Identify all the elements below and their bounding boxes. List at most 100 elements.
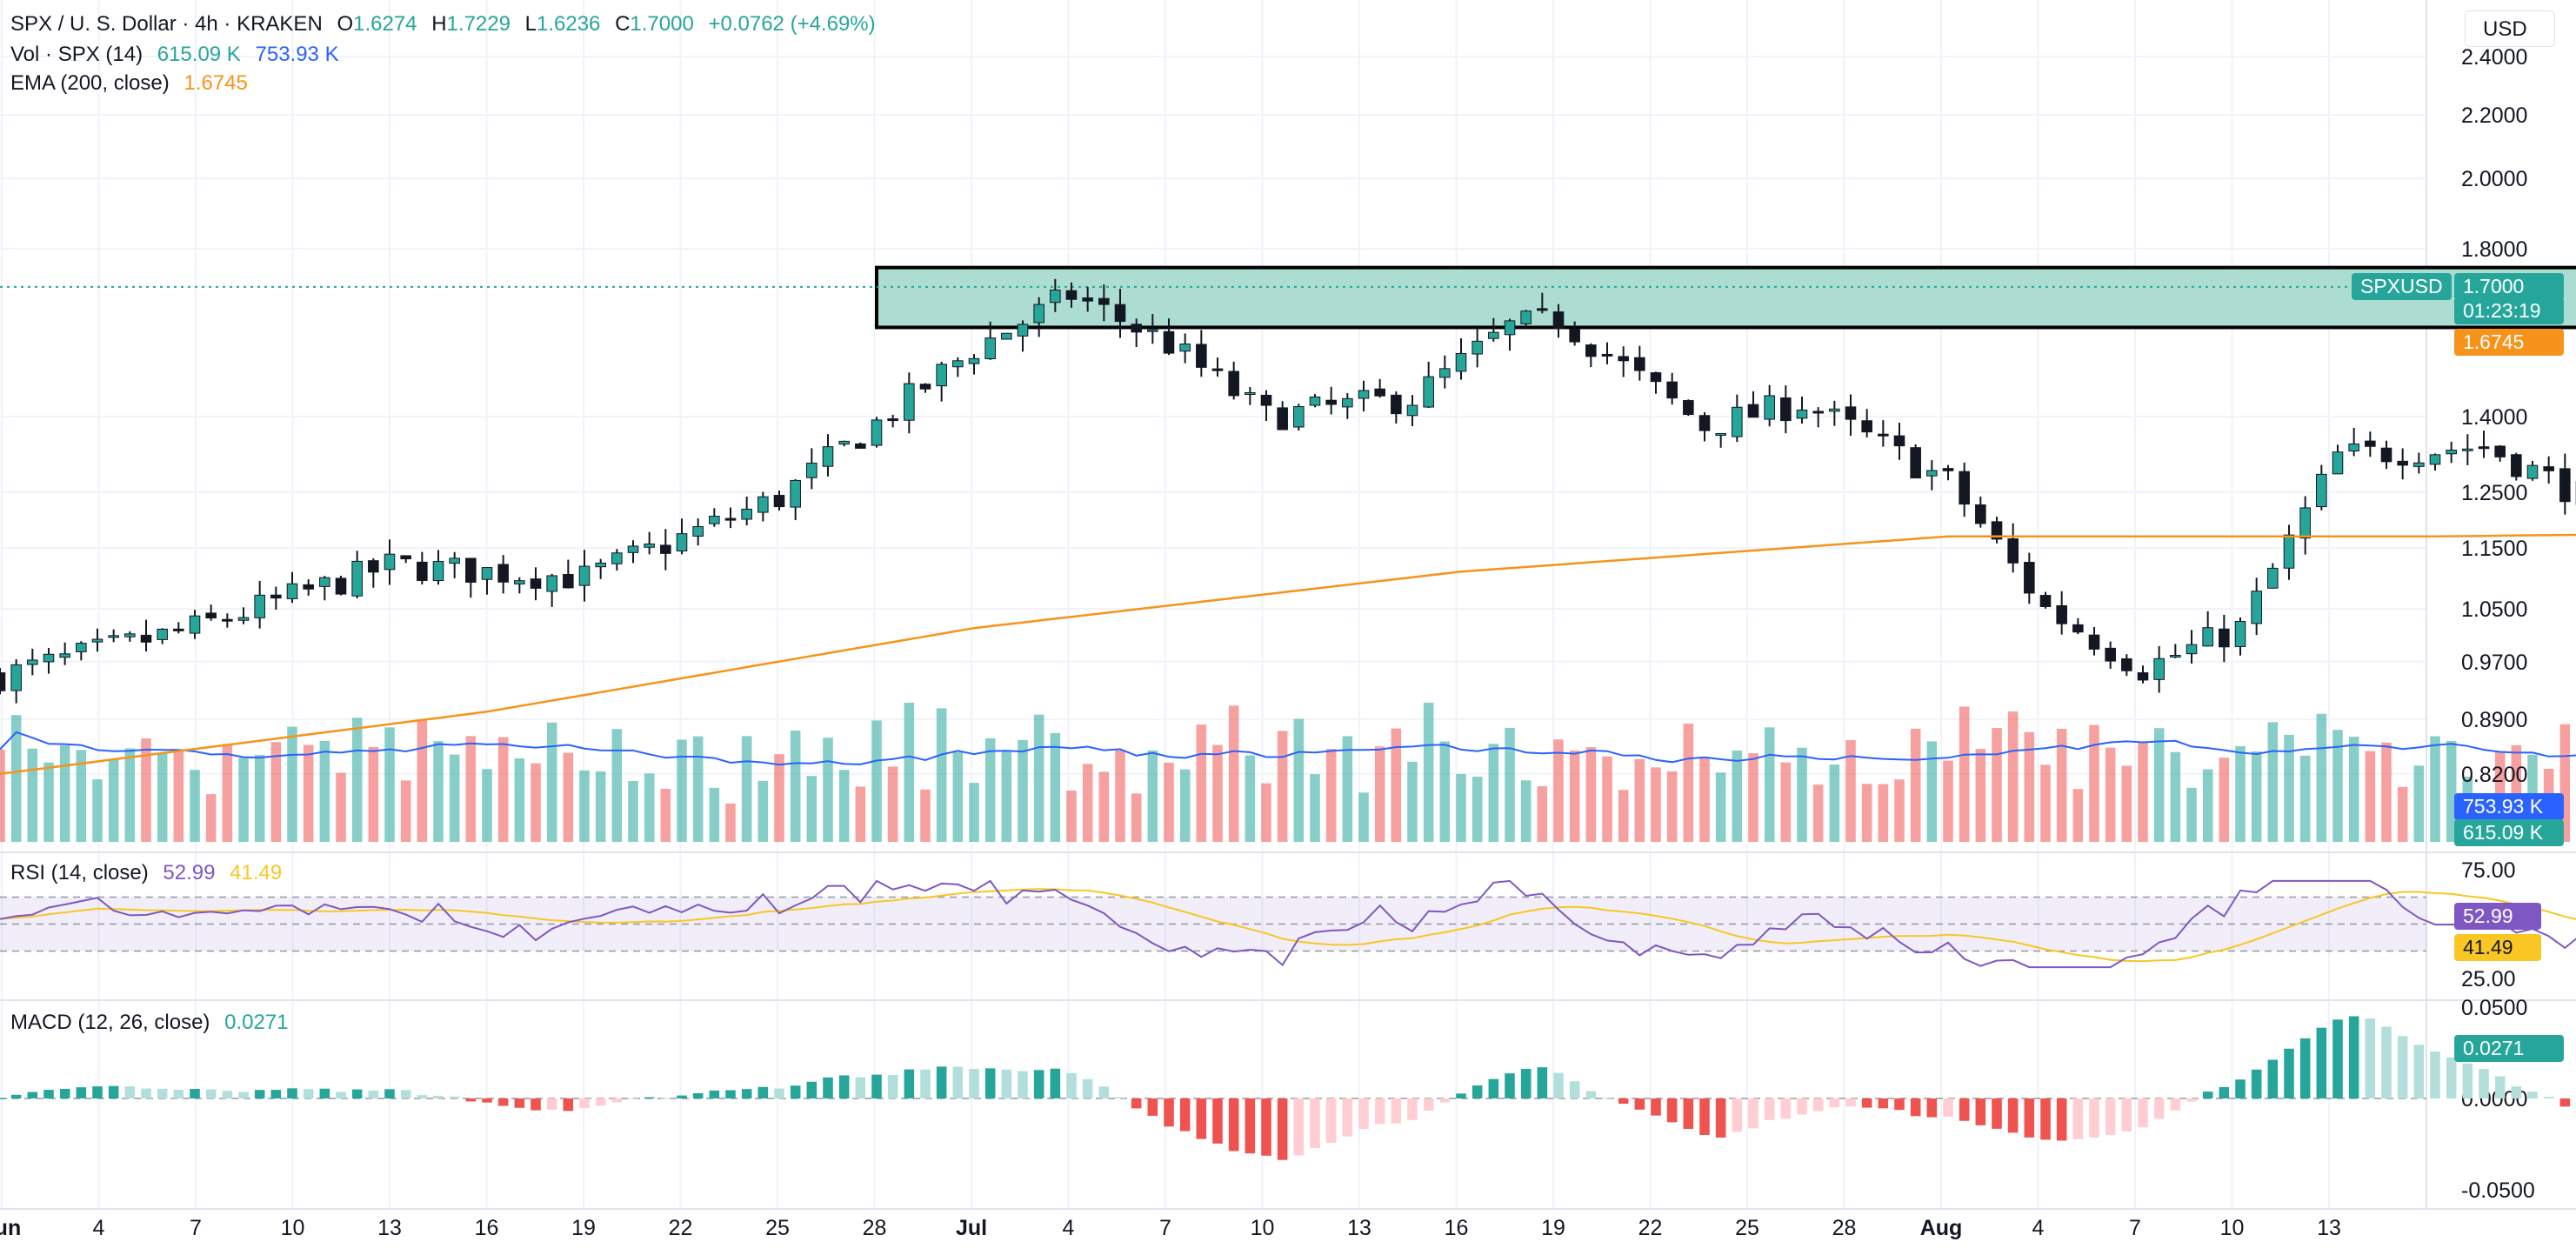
- time-tick-label: 7: [1159, 1216, 1171, 1240]
- volume-bar: [628, 781, 638, 842]
- volume-bar: [1651, 767, 1661, 842]
- candle-body: [904, 383, 915, 421]
- rsi-legend-label[interactable]: RSI (14, close): [10, 861, 149, 885]
- ema-legend-label[interactable]: EMA (200, close): [10, 71, 170, 95]
- candle-body: [1423, 376, 1434, 408]
- volume-bar: [1439, 741, 1451, 842]
- volume-bar: [2056, 729, 2067, 842]
- ema-200-line: [0, 533, 2576, 776]
- candle-body: [140, 634, 152, 643]
- candle-body: [0, 672, 6, 691]
- price-axis[interactable]: 2.4000 2.2000 2.0000 1.8000 1.4000 1.2500 1.15…: [2461, 45, 2527, 787]
- candle-body: [2348, 443, 2359, 452]
- candle-body: [1975, 504, 1986, 524]
- symbol-title[interactable]: SPX / U. S. Dollar · 4h · KRAKEN: [10, 12, 323, 36]
- volume-bar: [1683, 724, 1694, 842]
- macd-histogram-bar: [2089, 1098, 2099, 1138]
- candle-body: [627, 545, 639, 553]
- macd-legend-label[interactable]: MACD (12, 26, close): [10, 1011, 210, 1034]
- volume-bar: [838, 770, 850, 842]
- macd-histogram-bar: [1407, 1098, 1418, 1120]
- macd-histogram-bar: [336, 1091, 346, 1098]
- candle-body: [1228, 370, 1239, 397]
- macd-histogram-bar: [904, 1069, 915, 1098]
- macd-histogram-bar: [611, 1098, 623, 1103]
- rsi-tick-label: 75.00: [2461, 858, 2516, 883]
- volume-bar: [173, 749, 184, 842]
- volume-bar: [1391, 728, 1402, 842]
- time-tick-label: 22: [669, 1216, 693, 1240]
- volume-bar: [1780, 762, 1792, 842]
- volume-bar: [10, 715, 22, 842]
- volume-bar: [1829, 764, 1840, 842]
- macd-histogram-bar: [1926, 1098, 1938, 1118]
- candle-body: [2397, 460, 2408, 466]
- volume-bar: [2559, 724, 2571, 842]
- macd-histogram-bar: [270, 1090, 282, 1098]
- candle-body: [205, 612, 217, 619]
- volume-bar: [579, 770, 590, 842]
- candle-body: [1650, 372, 1662, 383]
- candle-body: [595, 562, 606, 568]
- candle-body: [1747, 404, 1759, 418]
- candle-body: [351, 560, 363, 597]
- volume-bar: [1812, 784, 1824, 842]
- macd-histogram-bar: [254, 1090, 265, 1098]
- currency-button[interactable]: USD: [2465, 10, 2555, 47]
- candle-body: [2251, 591, 2262, 624]
- candle-body: [1196, 344, 1207, 368]
- time-tick-label: 4: [93, 1216, 105, 1240]
- candle-body: [887, 418, 898, 422]
- volume-bar: [1569, 750, 1580, 842]
- time-tick-label: 7: [2129, 1216, 2141, 1240]
- time-tick-label: 4: [2032, 1216, 2045, 1240]
- ohlc-high: H1.7229: [431, 12, 511, 36]
- volume-bar: [952, 751, 964, 842]
- volume-bar: [2202, 769, 2213, 842]
- volume-legend-ma: 753.93 K: [255, 43, 339, 66]
- macd-histogram-bar: [546, 1098, 557, 1110]
- macd-histogram-bar: [1245, 1098, 1256, 1154]
- volume-bar: [1505, 727, 1515, 842]
- macd-histogram-bar: [0, 1098, 5, 1099]
- volume-bar: [1293, 718, 1305, 842]
- macd-histogram-bar: [238, 1091, 249, 1098]
- candle-body: [1601, 353, 1613, 357]
- candle-body: [1878, 433, 1889, 437]
- macd-histogram-bar: [1212, 1098, 1223, 1144]
- volume-bar: [1732, 751, 1743, 842]
- candle-body: [1293, 406, 1305, 428]
- time-axis[interactable]: Jun 4 7 10 13 16 19 22 25 28 Jul 4 7 10 13 16 19 22 25 28 Au…: [0, 1216, 2341, 1240]
- macd-histogram-bar: [1131, 1098, 1142, 1109]
- macd-histogram-bar: [2365, 1018, 2376, 1098]
- macd-legend: MACD (12, 26, close) 0.0271: [10, 1009, 297, 1037]
- volume-legend-label[interactable]: Vol · SPX (14): [10, 43, 143, 66]
- candle-body: [2526, 464, 2539, 479]
- price-badge: 1.7000: [2454, 273, 2564, 300]
- macd-histogram-bar: [579, 1098, 590, 1109]
- candle-body: [1942, 468, 1954, 471]
- candle-body: [546, 575, 557, 592]
- candle-body: [319, 577, 330, 587]
- candle-body: [2446, 450, 2457, 455]
- macd-histogram-bar: [838, 1075, 850, 1098]
- volume-bar: [920, 789, 931, 842]
- volume-bar: [1245, 755, 1256, 842]
- candle-body: [1342, 397, 1353, 408]
- ema-line: [0, 533, 2576, 776]
- volume-bar: [2138, 742, 2148, 842]
- rsi-legend-ma: 41.49: [230, 861, 283, 885]
- candle-body: [417, 561, 428, 581]
- candle-body: [855, 443, 866, 449]
- macd-histogram-bar: [1488, 1078, 1499, 1098]
- candle-body: [432, 561, 444, 582]
- volume-bar: [611, 729, 623, 842]
- macd-histogram-bar: [1992, 1098, 2002, 1129]
- volume-bar: [1261, 783, 1271, 842]
- candle-body: [1050, 289, 1061, 304]
- candle-body: [1715, 433, 1726, 437]
- volume-bar: [1196, 724, 1207, 842]
- candlesticks[interactable]: [0, 93, 2576, 704]
- candle-body: [1131, 324, 1142, 333]
